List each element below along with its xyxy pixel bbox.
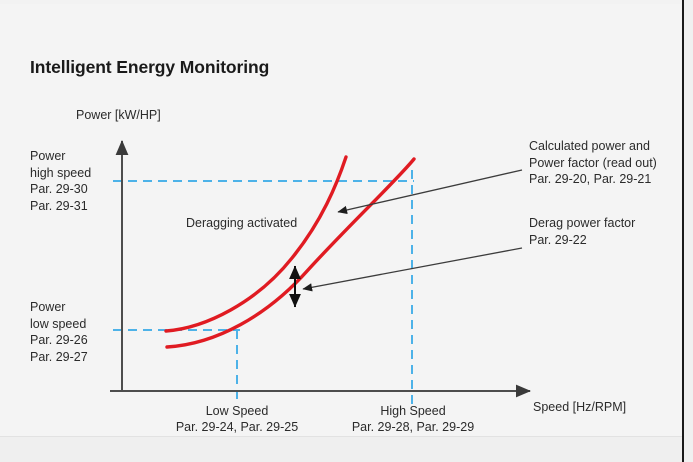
power-low-speed-line4: Par. 29-27: [30, 349, 88, 364]
tick-low-speed-line1: Low Speed: [205, 404, 269, 418]
calculated-power-line3: Par. 29-20, Par. 29-21: [529, 172, 652, 186]
x-axis-label: Speed [Hz/RPM]: [533, 400, 627, 414]
curve-normal-power: [165, 157, 416, 349]
calculated-power-line2: Power factor (read out): [529, 155, 657, 170]
annotation-derag-power-factor: Derag power factor Par. 29-22: [529, 215, 635, 248]
power-high-speed-line4: Par. 29-31: [30, 198, 88, 213]
page-title: Intelligent Energy Monitoring: [30, 57, 270, 77]
leader-calculated-power: [337, 169, 523, 215]
derag-power-factor-line1: Derag power factor: [529, 216, 636, 230]
power-low-speed-label: Power low speed Par. 29-26 Par. 29-27: [30, 299, 88, 365]
power-high-speed-line2: high speed: [30, 165, 92, 180]
power-low-speed-line2: low speed: [30, 316, 87, 331]
annotation-calculated-power: Calculated power and Power factor (read …: [529, 138, 657, 188]
power-low-speed-line3: Par. 29-26: [30, 333, 88, 347]
power-high-speed-line3: Par. 29-30: [30, 182, 88, 196]
power-high-speed-label: Power high speed Par. 29-30 Par. 29-31: [30, 148, 91, 214]
slide-surface: [0, 4, 681, 436]
curve-deragging-power: [164, 155, 348, 333]
y-axis-label: Power [kW/HP]: [76, 108, 161, 122]
calculated-power-line1: Calculated power and: [529, 139, 650, 153]
tick-high-speed-line2: Par. 29-28, Par. 29-29: [351, 420, 475, 434]
slide-right-edge: [682, 0, 693, 462]
leader-derag-power-factor: [302, 247, 523, 292]
tick-high-speed-line1: High Speed: [380, 404, 446, 418]
annotation-deragging-activated: Deragging activated: [186, 216, 298, 230]
power-low-speed-line1: Power: [30, 300, 66, 314]
tick-low-speed-line2: Par. 29-24, Par. 29-25: [175, 420, 299, 434]
tick-low-speed: Low Speed Par. 29-24, Par. 29-25: [157, 403, 317, 435]
tick-high-speed: High Speed Par. 29-28, Par. 29-29: [333, 403, 493, 435]
power-high-speed-line1: Power: [30, 149, 66, 163]
derag-power-factor-line2: Par. 29-22: [529, 232, 587, 247]
slide-bottom-edge: [0, 436, 693, 462]
